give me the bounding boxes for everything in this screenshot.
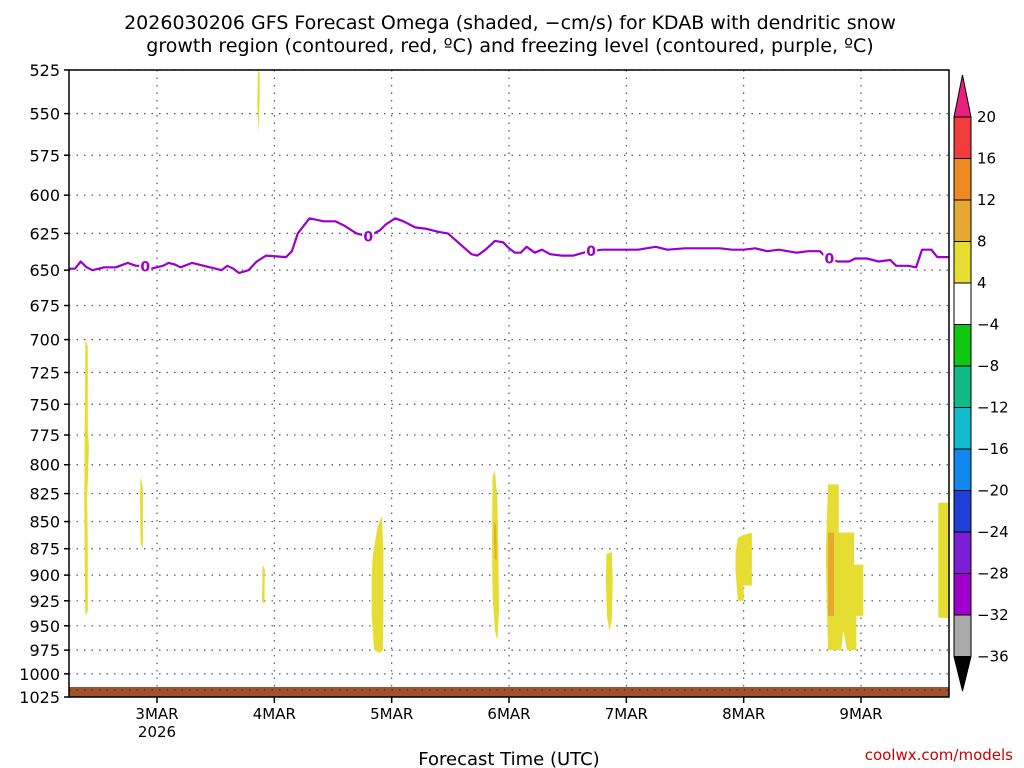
- colorbar-label: −8: [977, 357, 999, 375]
- omega-region: [371, 516, 384, 653]
- colorbar-band: [953, 614, 972, 657]
- freezing-contour-label: 0: [140, 260, 150, 276]
- colorbar-top-arrow: [953, 74, 972, 118]
- y-tick-label: 1025: [19, 688, 60, 707]
- y-tick-label: 625: [29, 224, 60, 243]
- x-tick-label: 3MAR: [135, 705, 178, 723]
- colorbar-label: 16: [977, 150, 996, 168]
- x-tick-sublabel: 2026: [138, 723, 176, 741]
- freezing-contour-label: 0: [363, 229, 373, 245]
- x-tick-label: 8MAR: [722, 705, 765, 723]
- omega-region: [140, 476, 143, 549]
- y-tick-label: 850: [29, 513, 60, 532]
- colorbar-label: 8: [977, 233, 987, 251]
- omega-region: [605, 551, 613, 631]
- y-tick-label: 1000: [19, 665, 60, 684]
- ground-strip: [69, 687, 949, 697]
- plot-background: [69, 70, 949, 697]
- y-tick-label: 900: [29, 566, 60, 585]
- x-tick-label: 6MAR: [487, 705, 530, 723]
- y-tick-label: 950: [29, 617, 60, 636]
- omega-shaded-regions: [84, 70, 949, 653]
- freezing-contour-label: 0: [586, 244, 596, 260]
- y-tick-label: 800: [29, 456, 60, 475]
- colorbar-band: [953, 365, 972, 408]
- omega-region: [494, 521, 497, 560]
- y-tick-label: 775: [29, 426, 60, 445]
- colorbar-band: [953, 407, 972, 450]
- colorbar-label: 20: [977, 108, 996, 126]
- y-tick-label: 575: [29, 146, 60, 165]
- y-tick-label: 825: [29, 485, 60, 504]
- colorbar-label: −4: [977, 316, 999, 334]
- x-axis-label: Forecast Time (UTC): [418, 749, 599, 768]
- colorbar-band: [953, 116, 972, 159]
- colorbar-label: −16: [977, 440, 1009, 458]
- colorbar-band: [953, 448, 972, 491]
- y-tick-label: 525: [29, 61, 60, 80]
- omega-region: [84, 339, 89, 616]
- colorbar-label: −24: [977, 523, 1009, 541]
- x-tick-label: 4MAR: [253, 705, 296, 723]
- colorbar-bottom-arrow: [953, 656, 972, 692]
- contour-label-bg: [823, 250, 836, 267]
- colorbar-band: [953, 241, 972, 284]
- pressure-axis: 525 550 575 600 625 650 675 700 725 750 775 800 825 8…: [19, 61, 69, 707]
- omega-region: [735, 532, 752, 601]
- colorbar-band: [953, 490, 972, 533]
- y-tick-label: 750: [29, 395, 60, 414]
- colorbar-band: [953, 158, 972, 201]
- x-tick-label: 7MAR: [605, 705, 648, 723]
- freezing-level-line: [69, 217, 949, 275]
- y-tick-label: 875: [29, 540, 60, 559]
- colorbar-legend: 20 16 12 8 4 −4 −8 −12 −16 −20 −24 −28 −32 −36: [953, 74, 1009, 692]
- chart-title-line2: growth region (contoured, red, ºC) and f…: [146, 35, 873, 57]
- contour-label-bg: [139, 258, 152, 275]
- colorbar-label: −12: [977, 399, 1009, 417]
- contour-label-bg: [585, 242, 598, 259]
- colorbar-band: [953, 282, 972, 325]
- omega-region: [825, 484, 864, 651]
- freezing-level-contour: 0 0 0 0: [69, 217, 949, 276]
- source-credit: coolwx.com/models: [865, 746, 1013, 764]
- y-tick-label: 975: [29, 641, 60, 660]
- colorbar-band: [953, 573, 972, 616]
- omega-region: [262, 564, 265, 604]
- y-tick-label: 550: [29, 105, 60, 124]
- y-tick-label: 675: [29, 297, 60, 316]
- y-tick-label: 700: [29, 331, 60, 350]
- ground-fill: [69, 687, 949, 697]
- colorbar-label: −36: [977, 648, 1009, 666]
- colorbar-label: −32: [977, 606, 1009, 624]
- omega-region: [257, 70, 260, 134]
- freezing-contour-label: 0: [824, 251, 834, 267]
- omega-region: [938, 502, 949, 618]
- y-tick-label: 725: [29, 363, 60, 382]
- colorbar-label: −28: [977, 565, 1009, 583]
- colorbar-band: [953, 199, 972, 242]
- colorbar-label: 12: [977, 191, 996, 209]
- y-tick-label: 925: [29, 592, 60, 611]
- colorbar-band: [953, 324, 972, 367]
- colorbar-label: −20: [977, 482, 1009, 500]
- y-tick-label: 600: [29, 186, 60, 205]
- colorbar-label: 4: [977, 274, 987, 292]
- chart-title-line1: 2026030206 GFS Forecast Omega (shaded, −…: [124, 12, 896, 34]
- x-tick-label: 5MAR: [370, 705, 413, 723]
- x-tick-label: 9MAR: [839, 705, 882, 723]
- y-tick-label: 650: [29, 261, 60, 280]
- colorbar-band: [953, 531, 972, 574]
- contour-label-bg: [362, 228, 375, 245]
- plot-area: [69, 70, 949, 697]
- omega-region: [828, 532, 834, 616]
